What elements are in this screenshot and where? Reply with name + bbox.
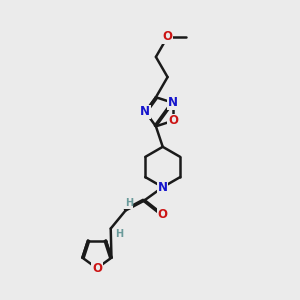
Text: H: H bbox=[115, 229, 123, 239]
Text: O: O bbox=[168, 114, 178, 127]
Text: N: N bbox=[168, 96, 178, 109]
Text: O: O bbox=[158, 208, 168, 221]
Text: N: N bbox=[158, 181, 168, 194]
Text: O: O bbox=[92, 262, 102, 275]
Text: N: N bbox=[140, 105, 150, 118]
Text: H: H bbox=[125, 198, 133, 208]
Text: O: O bbox=[163, 30, 172, 43]
